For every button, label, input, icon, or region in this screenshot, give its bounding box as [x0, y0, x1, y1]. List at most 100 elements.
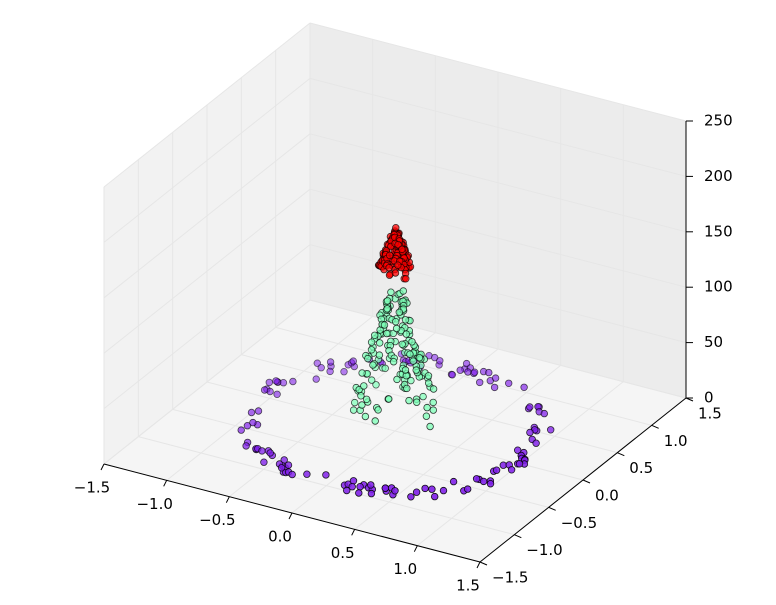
x-tick	[225, 496, 230, 503]
data-point	[303, 470, 311, 478]
data-point	[526, 403, 534, 411]
data-point	[464, 485, 472, 493]
data-point	[317, 364, 325, 372]
data-point	[391, 487, 399, 495]
y-tick	[514, 534, 522, 539]
y-tick-label: 0.5	[629, 459, 653, 477]
data-point	[368, 376, 376, 384]
data-point	[273, 390, 281, 398]
data-point	[312, 375, 320, 383]
data-point	[362, 395, 371, 403]
data-point	[392, 223, 400, 232]
data-point	[399, 287, 407, 295]
data-point	[449, 477, 458, 486]
data-point	[547, 426, 555, 434]
grid-line-z-right	[309, 22, 687, 122]
data-point	[507, 466, 516, 474]
data-point	[360, 382, 368, 390]
data-point	[385, 264, 393, 272]
x-tick	[413, 545, 418, 552]
data-point	[371, 331, 379, 339]
x-tick-label: 1.5	[456, 577, 480, 595]
data-point	[371, 417, 379, 425]
z-tick-label: 50	[704, 333, 723, 351]
data-point	[349, 406, 358, 414]
y-tick	[582, 479, 591, 484]
data-point	[422, 412, 431, 420]
x-tick	[163, 480, 168, 487]
x-tick	[476, 561, 481, 569]
data-point	[490, 383, 499, 392]
data-point	[409, 357, 417, 365]
data-point	[470, 368, 479, 376]
x-tick	[351, 529, 356, 536]
y-tick	[617, 452, 625, 457]
grid-line-z-right	[309, 188, 687, 288]
data-point	[520, 383, 528, 391]
data-point	[288, 470, 296, 479]
data-point	[492, 466, 501, 474]
y-tick-label: −1.0	[526, 541, 562, 559]
data-point	[266, 449, 274, 457]
data-point	[472, 475, 481, 483]
z-tick-label: 100	[704, 278, 733, 296]
x-tick-label: 0.0	[268, 528, 292, 546]
data-point	[361, 412, 370, 421]
data-point	[343, 486, 351, 495]
data-point	[392, 324, 401, 333]
data-point	[326, 367, 334, 376]
z-tick-label: 150	[704, 222, 733, 240]
grid-line-z-right	[309, 77, 687, 177]
data-point	[367, 481, 375, 489]
data-point	[374, 406, 382, 414]
data-point	[279, 379, 288, 387]
data-point	[289, 377, 297, 386]
tick-labels: −1.5 −1.0 −0.5 0.0 0.5 1.0 1.5 −1.5 −1.0 −0.5 0.0 0…	[74, 112, 733, 595]
data-point	[376, 339, 384, 347]
data-point	[380, 321, 389, 329]
data-point	[426, 422, 434, 431]
grid-line-z-left	[103, 78, 311, 243]
data-point	[260, 458, 268, 466]
data-point	[242, 442, 250, 450]
data-point	[479, 477, 488, 486]
data-points	[237, 223, 555, 501]
x-tick-label: 0.5	[331, 544, 355, 562]
x-tick-label: 1.0	[393, 560, 417, 578]
grid-line-z-right	[309, 299, 687, 399]
grid-line-z-left	[103, 188, 311, 354]
data-point	[383, 305, 391, 313]
x-tick	[288, 512, 293, 520]
x-tick-label: −0.5	[199, 511, 235, 529]
data-point	[237, 426, 245, 434]
data-point	[349, 357, 357, 365]
data-point	[358, 401, 366, 409]
data-point	[456, 366, 464, 374]
data-point	[357, 392, 365, 400]
y-tick	[479, 561, 488, 566]
data-point	[428, 485, 436, 493]
data-point	[355, 489, 363, 497]
data-point	[412, 366, 420, 374]
data-point	[448, 371, 456, 379]
data-point	[421, 484, 429, 493]
data-point	[247, 408, 256, 417]
data-point	[425, 379, 433, 387]
data-point	[431, 492, 439, 501]
grid-line-z-left	[103, 133, 311, 299]
data-point	[464, 368, 472, 376]
data-point	[429, 385, 438, 393]
data-point	[429, 398, 437, 407]
data-point	[358, 369, 366, 377]
data-point	[407, 376, 415, 385]
grid-line-z-left	[103, 299, 311, 465]
y-tick-label: −1.5	[492, 569, 528, 587]
z-tick-label: 0	[704, 389, 714, 407]
data-point	[364, 354, 372, 363]
data-point	[407, 493, 415, 501]
z-tick-label: 200	[704, 167, 733, 185]
y-tick-label: 0.0	[595, 487, 619, 505]
data-point	[424, 372, 433, 380]
data-point	[405, 396, 413, 405]
